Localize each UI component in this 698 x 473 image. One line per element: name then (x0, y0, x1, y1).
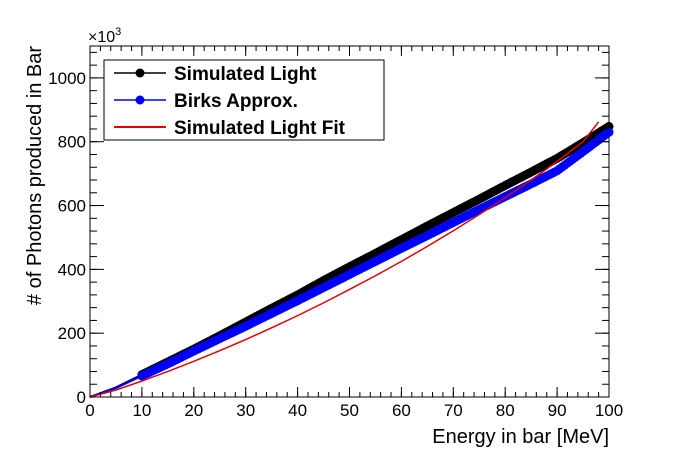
y-multiplier-base: ×10 (88, 29, 115, 46)
y-tick-label: 0 (77, 388, 86, 407)
legend-marker (135, 68, 145, 78)
legend-label: Birks Approx. (174, 91, 298, 112)
x-tick-label: 0 (85, 401, 94, 420)
ticks-layer (89, 46, 610, 398)
x-tick-label: 90 (548, 401, 567, 420)
plot-area (89, 45, 614, 398)
legend: Simulated Light Birks Approx. Simulated Li… (103, 59, 385, 141)
x-tick-label: 20 (184, 401, 203, 420)
x-tick-label: 50 (340, 401, 359, 420)
x-axis-title: Energy in bar [MeV] (432, 426, 609, 448)
y-tick-label: 200 (58, 324, 86, 343)
y-tick-label: 400 (58, 260, 86, 279)
series-layer (89, 121, 614, 398)
series-line (89, 121, 600, 398)
x-tick-label: 40 (288, 401, 307, 420)
x-tick-label: 60 (392, 401, 411, 420)
y-multiplier-exponent: 3 (115, 26, 121, 38)
x-tick-label: 30 (236, 401, 255, 420)
legend-marker (135, 95, 145, 105)
x-tick-label: 80 (496, 401, 515, 420)
series-1 (89, 127, 614, 398)
y-tick-label: 600 (58, 197, 86, 216)
legend-label: Simulated Light (174, 64, 317, 85)
series-2 (89, 121, 600, 398)
y-tick-label: 800 (58, 133, 86, 152)
x-tick-label: 100 (595, 401, 623, 420)
x-tick-label: 10 (132, 401, 151, 420)
y-axis-title: # of Photons produced in Bar (24, 46, 46, 305)
y-multiplier-label: ×103 (88, 26, 121, 46)
data-point (604, 127, 614, 137)
x-tick-label: 70 (444, 401, 463, 420)
legend-items: Simulated Light Birks Approx. Simulated Li… (114, 64, 346, 139)
legend-label: Simulated Light Fit (174, 118, 346, 139)
y-tick-label: 1000 (48, 69, 86, 88)
